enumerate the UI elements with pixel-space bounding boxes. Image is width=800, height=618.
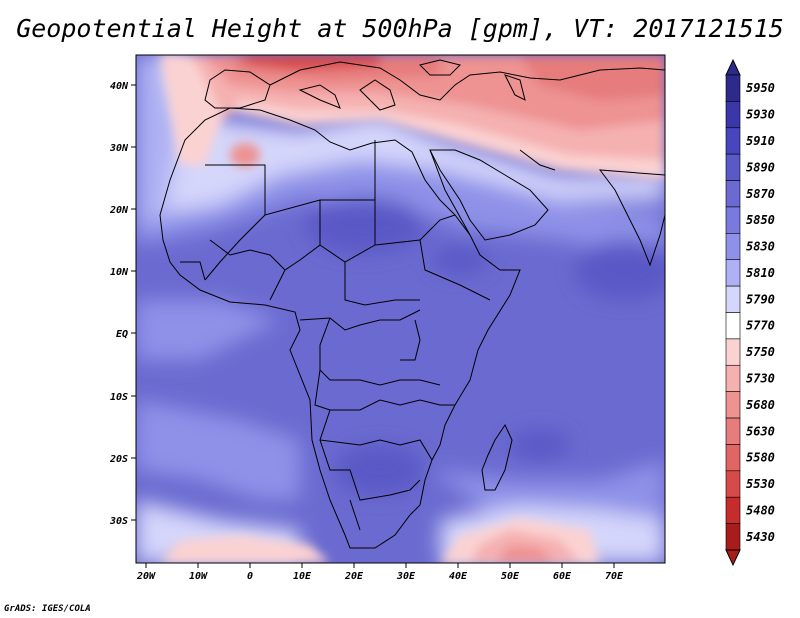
colorbar-swatch	[725, 496, 741, 524]
colorbar-label: 5680	[746, 398, 775, 412]
colorbar-swatch	[725, 233, 741, 261]
colorbar-label: 5790	[746, 292, 775, 306]
colorbar-label: 5930	[746, 108, 775, 122]
colorbar-swatch	[725, 285, 741, 313]
lat-label-10n: 10N	[110, 267, 129, 278]
colorbar-label: 5750	[746, 345, 775, 359]
colorbar-swatch	[725, 523, 741, 551]
colorbar-swatch	[725, 417, 741, 445]
colorbar-swatch	[725, 153, 741, 181]
lat-label-40n: 40N	[110, 81, 129, 92]
geopotential-field	[136, 55, 665, 563]
colorbar-swatch	[725, 206, 741, 234]
colorbar-swatch	[725, 338, 741, 366]
lon-label-60e: 60E	[553, 571, 572, 582]
lat-label-20n: 20N	[109, 205, 129, 216]
map-frame	[135, 54, 666, 564]
colorbar-swatch	[725, 312, 741, 340]
colorbar-label: 5630	[746, 424, 775, 438]
colorbar-swatch	[725, 259, 741, 287]
colorbar-swatch	[725, 127, 741, 155]
lon-label-20w: 20W	[136, 571, 156, 582]
lon-label-10w: 10W	[189, 571, 208, 582]
colorbar: 5950 5930 5910 5890 5870 5850 5830 5810 5790 5770…	[725, 58, 775, 567]
lon-label-50e: 50E	[501, 571, 520, 582]
lat-label-20s: 20S	[109, 454, 128, 465]
colorbar-swatch	[725, 470, 741, 498]
colorbar-swatch	[725, 74, 741, 102]
longitude-axis: 20W 10W 0 10E 20E 30E 40E 50E 60E 70E	[136, 563, 624, 582]
lon-label-30e: 30E	[396, 571, 416, 582]
lon-label-10e: 10E	[293, 571, 312, 582]
colorbar-label: 5870	[746, 187, 775, 201]
lon-label-40e: 40E	[449, 571, 468, 582]
lon-label-20e: 20E	[344, 571, 364, 582]
colorbar-swatch	[725, 180, 741, 208]
lat-label-30n: 30N	[109, 143, 129, 154]
lon-label-0: 0	[247, 571, 253, 582]
colorbar-label: 5910	[746, 134, 775, 148]
colorbar-max-arrow	[725, 58, 741, 76]
colorbar-label: 5950	[746, 81, 775, 95]
colorbar-min-arrow	[725, 549, 741, 567]
colorbar-label: 5890	[746, 160, 775, 174]
colorbar-swatch	[725, 391, 741, 419]
colorbar-label: 5810	[746, 266, 775, 280]
latitude-axis: 40N 30N 20N 10N EQ 10S 20S 30S	[109, 81, 136, 527]
colorbar-label: 5830	[746, 240, 775, 254]
colorbar-label: 5480	[746, 503, 775, 517]
grads-credit: GrADS: IGES/COLA	[4, 604, 91, 614]
colorbar-swatch	[725, 101, 741, 129]
colorbar-label: 5850	[746, 213, 775, 227]
lat-label-eq: EQ	[116, 329, 128, 340]
colorbar-label: 5530	[746, 477, 775, 491]
lon-label-70e: 70E	[605, 571, 624, 582]
colorbar-label: 5430	[746, 530, 775, 544]
map-title: Geopotential Height at 500hPa [gpm], VT:…	[16, 14, 784, 43]
lat-label-30s: 30S	[109, 516, 128, 527]
colorbar-swatch	[725, 444, 741, 472]
colorbar-swatch	[725, 364, 741, 392]
lat-label-10s: 10S	[110, 392, 128, 403]
colorbar-label: 5730	[746, 371, 775, 385]
colorbar-label: 5580	[746, 451, 775, 465]
coastlines	[159, 59, 665, 549]
colorbar-label: 5770	[746, 319, 775, 333]
